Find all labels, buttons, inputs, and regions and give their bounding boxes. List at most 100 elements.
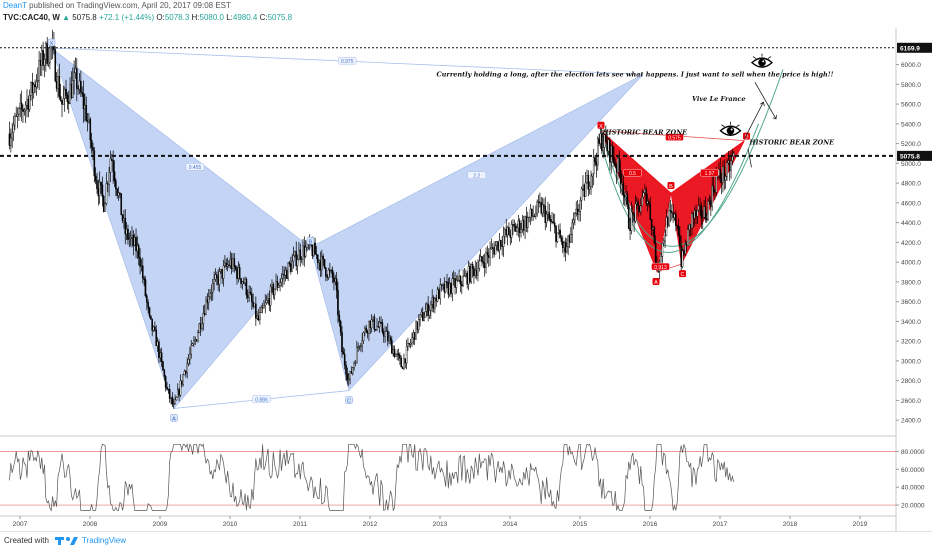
price-tag-label: 5075.8 xyxy=(900,153,920,160)
blue-point-badge xyxy=(47,38,56,47)
candle-body xyxy=(356,346,358,364)
candle-body xyxy=(351,367,354,374)
candle-body xyxy=(88,119,90,122)
candle-body xyxy=(695,210,697,217)
candle-body xyxy=(582,184,584,190)
candle-body xyxy=(391,340,393,354)
eye-icon xyxy=(750,53,774,68)
candle-body xyxy=(615,165,618,173)
candle-body xyxy=(207,296,210,303)
resistance-tag-label: 6169.9 xyxy=(900,45,920,52)
candle-body xyxy=(621,182,623,185)
candle-body xyxy=(292,255,295,262)
time-tick-label: 2011 xyxy=(293,521,307,528)
candle-body xyxy=(32,84,35,94)
low-value: 4980.4 xyxy=(232,13,258,22)
candle-body xyxy=(137,245,140,258)
candle-body xyxy=(139,257,141,267)
price-tick-label: 3800.0 xyxy=(901,279,921,286)
tradingview-brand[interactable]: TradingView xyxy=(82,536,127,545)
candle-body xyxy=(601,133,603,151)
candle-body xyxy=(195,339,198,342)
candle-body xyxy=(155,329,158,347)
candle-body xyxy=(641,196,643,207)
candle-body xyxy=(539,202,541,204)
candle-body xyxy=(512,224,514,226)
candle-body xyxy=(456,279,459,281)
candle-body xyxy=(587,175,590,190)
candle-body xyxy=(483,262,486,268)
candle-body xyxy=(455,280,458,288)
candle-body xyxy=(343,353,346,366)
time-tick-label: 2013 xyxy=(433,521,448,528)
candle-body xyxy=(263,305,265,309)
candle-body xyxy=(605,134,607,142)
candle-body xyxy=(430,304,432,311)
candle-body xyxy=(233,258,236,267)
candle-body xyxy=(354,362,357,364)
arrow-up-line xyxy=(744,101,764,139)
time-tick-label: 2016 xyxy=(643,521,658,528)
candle-body xyxy=(547,212,549,215)
candle-body xyxy=(446,281,448,283)
candle-body xyxy=(545,214,548,224)
candle-body xyxy=(454,278,456,288)
blue-pattern-triangle-bcd xyxy=(310,74,644,392)
blue-point-badge xyxy=(345,396,353,404)
candle-body xyxy=(69,84,71,104)
rsi-tick-label: 60.0000 xyxy=(901,467,925,474)
candle-body xyxy=(369,320,372,329)
candle-body xyxy=(396,353,398,355)
candle-body xyxy=(644,189,646,193)
candle-body xyxy=(481,256,483,262)
candle-body xyxy=(334,278,337,283)
red-ratio-badge xyxy=(700,169,719,177)
candle-body xyxy=(731,156,734,161)
candle-body xyxy=(154,326,156,331)
candle-body xyxy=(321,256,323,271)
candle-body xyxy=(331,270,334,278)
candle-body xyxy=(299,249,302,260)
candles xyxy=(8,29,735,409)
candle-body xyxy=(467,266,470,285)
candle-body xyxy=(426,303,428,312)
price-chart[interactable]: 2400.0 2600.0 2800.0 3000.0 3200.0 3400.0 3600… xyxy=(0,0,932,531)
candle-body xyxy=(392,348,394,354)
candle-body xyxy=(304,247,307,257)
candle-body xyxy=(58,76,61,97)
candle-body xyxy=(419,314,421,320)
symbol-name[interactable]: TVC:CAC40, W xyxy=(3,13,60,22)
candle-body xyxy=(237,267,240,279)
candle-body xyxy=(368,320,370,334)
candle-body xyxy=(253,303,256,307)
candle-body xyxy=(720,178,723,183)
candle-body xyxy=(240,278,242,284)
candle-body xyxy=(724,176,727,181)
candle-body xyxy=(665,217,668,237)
candle-body xyxy=(220,269,222,272)
author-link[interactable]: DeanT xyxy=(3,1,27,10)
candle-body xyxy=(260,307,263,313)
candle-body xyxy=(730,160,732,171)
candle-body xyxy=(287,262,289,279)
candle-body xyxy=(94,175,97,181)
candle-body xyxy=(318,260,320,263)
candle-body xyxy=(198,323,201,334)
candle-body xyxy=(551,221,553,223)
candle-body xyxy=(560,237,563,242)
candle-body xyxy=(595,161,598,166)
candle-body xyxy=(708,200,711,202)
candle-body xyxy=(22,108,24,112)
candle-body xyxy=(397,353,400,356)
candle-body xyxy=(596,138,599,166)
candle-body xyxy=(706,218,708,221)
candle-body xyxy=(412,332,415,339)
candle-body xyxy=(89,119,92,141)
candle-body xyxy=(288,262,291,265)
candle-body xyxy=(341,331,343,353)
candle-body xyxy=(575,208,578,214)
candle-body xyxy=(525,216,528,228)
candle-body xyxy=(673,213,676,218)
candle-body xyxy=(470,264,473,282)
candle-body xyxy=(602,147,604,151)
